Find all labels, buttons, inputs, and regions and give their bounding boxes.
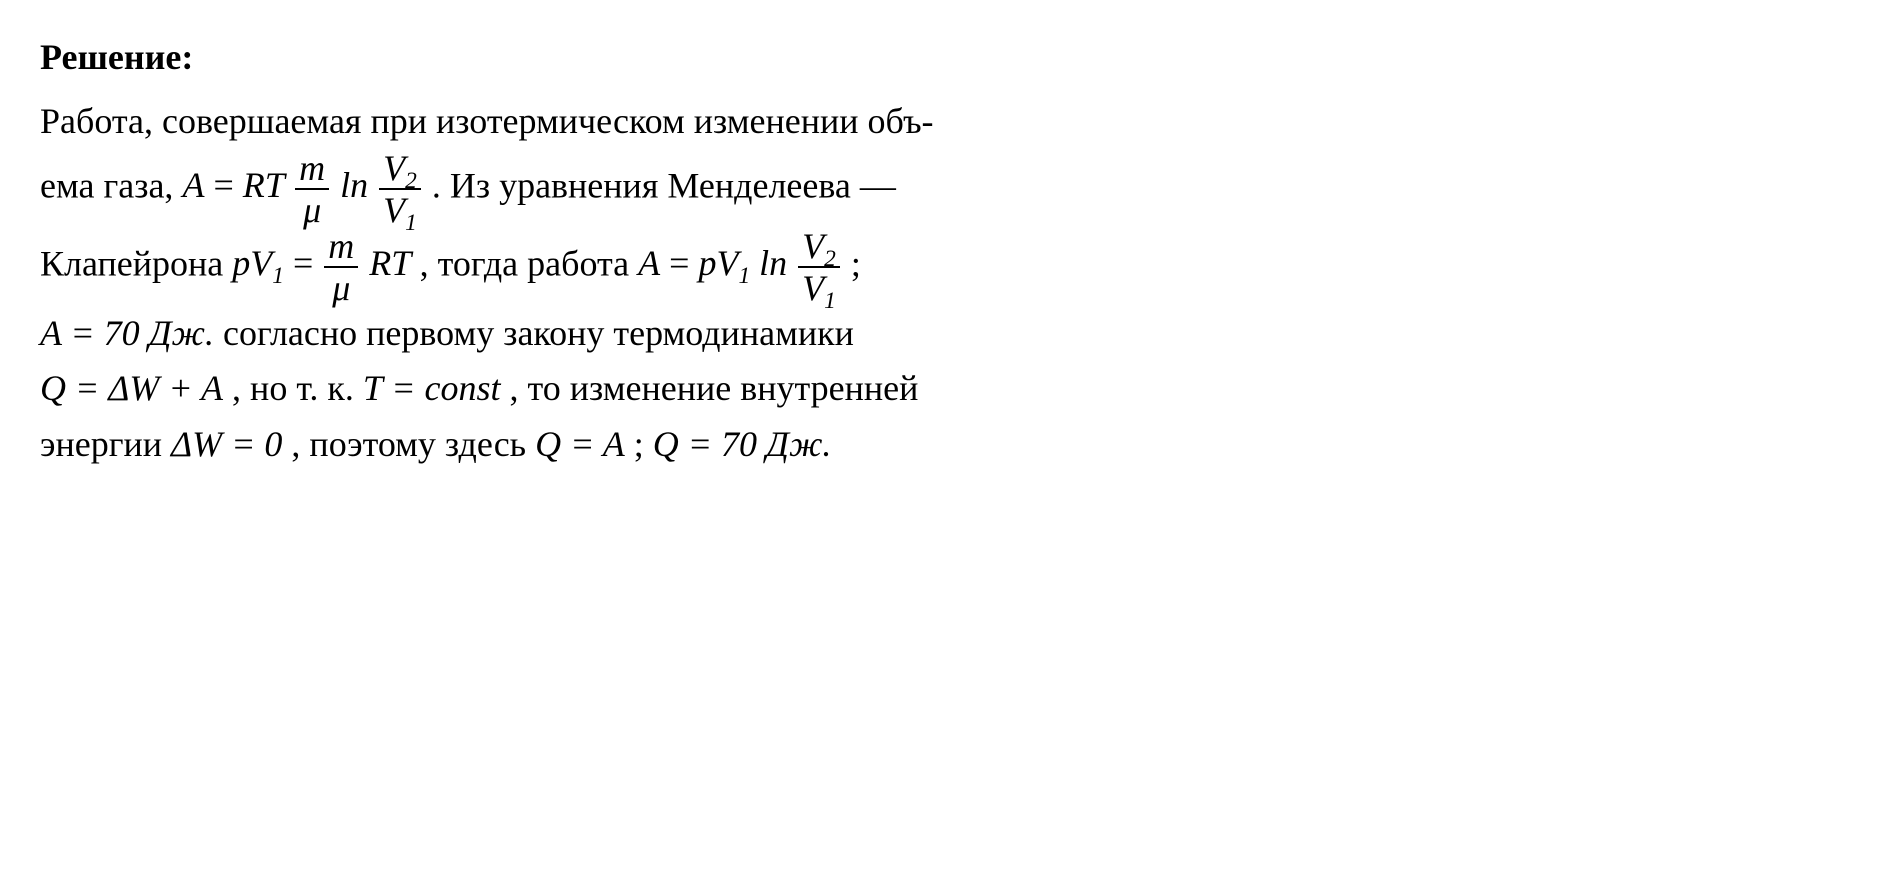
text-run: , поэтому здесь — [291, 424, 535, 464]
text-run: , тогда работа — [420, 243, 639, 283]
text-run: ема газа, — [40, 165, 182, 205]
eq-part: RT — [243, 165, 284, 205]
text-run: Клапейрона — [40, 243, 232, 283]
title-text: Решение: — [40, 37, 193, 77]
fraction-m-over-mu: m μ — [324, 228, 358, 306]
equation-T-const: T = const — [363, 368, 501, 408]
text-run: энергии — [40, 424, 171, 464]
text-run: согласно первому закону термодинамики — [223, 313, 854, 353]
equation-mendeleev-clapeyron: pV1 = m μ RT — [232, 243, 419, 283]
text-run: . Из уравнения Менделеева — — [432, 165, 896, 205]
equation-work-pv: A = pV1 ln V2 V1 — [638, 243, 851, 283]
paragraph: Работа, совершаемая при изотермическом и… — [40, 94, 1839, 473]
equation-work-isothermal: A = RT m μ ln V2 V1 — [182, 165, 431, 205]
text-run: Работа, совершаемая при изотермическом и… — [40, 101, 934, 141]
eq-part: pV1 — [698, 243, 750, 283]
eq-sign: = — [660, 243, 698, 283]
eq-var: A — [182, 165, 204, 205]
frac-den: μ — [324, 266, 358, 306]
solution-text-block: Решение: Работа, совершаемая при изотерм… — [40, 30, 1839, 473]
equation-A-value: A = 70 Дж. — [40, 313, 214, 353]
frac-num: m — [324, 228, 358, 266]
frac-num: V2 — [379, 150, 421, 188]
eq-part: pV1 — [232, 243, 284, 283]
frac-num: m — [295, 150, 329, 188]
eq-var: A — [638, 243, 660, 283]
equation-first-law: Q = ΔW + A — [40, 368, 223, 408]
frac-den: μ — [295, 188, 329, 228]
fraction-v2-over-v1: V2 V1 — [379, 150, 421, 228]
frac-den: V1 — [379, 188, 421, 228]
fraction-v2-over-v1: V2 V1 — [798, 228, 840, 306]
fraction-m-over-mu: m μ — [295, 150, 329, 228]
text-run: , но т. к. — [232, 368, 363, 408]
eq-part: ln — [340, 165, 377, 205]
eq-part: ln — [759, 243, 796, 283]
text-run: ; — [634, 424, 653, 464]
text-run: , то изменение внутренней — [509, 368, 918, 408]
frac-den: V1 — [798, 266, 840, 306]
eq-part: RT — [369, 243, 410, 283]
eq-sign: = — [284, 243, 322, 283]
text-run: ; — [851, 243, 861, 283]
equation-Q-value: Q = 70 Дж. — [653, 424, 832, 464]
solution-title: Решение: — [40, 30, 1839, 86]
eq-sign: = — [204, 165, 242, 205]
equation-Q-equals-A: Q = A — [535, 424, 625, 464]
equation-dW-zero: ΔW = 0 — [171, 424, 282, 464]
frac-num: V2 — [798, 228, 840, 266]
